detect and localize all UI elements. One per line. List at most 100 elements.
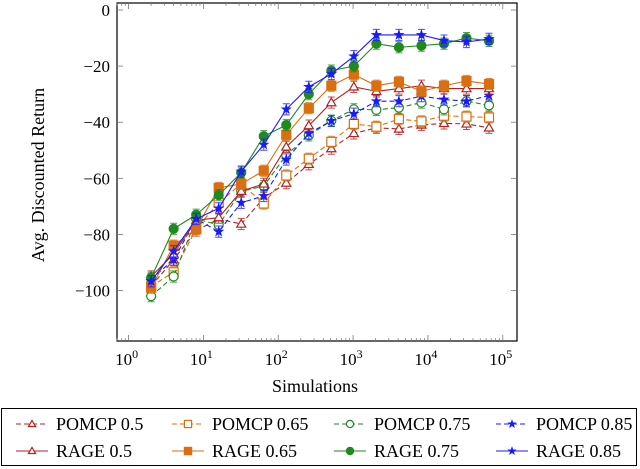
x-tick-base: 10	[414, 350, 431, 369]
data-point	[325, 114, 337, 126]
data-point	[303, 127, 315, 139]
x-tick-base: 10	[265, 350, 282, 369]
data-point	[438, 117, 450, 128]
data-point	[438, 93, 450, 105]
y-tick-label: 0	[102, 1, 111, 20]
y-axis-label: Avg. Discounted Return	[28, 88, 48, 262]
legend-swatch	[172, 419, 204, 429]
data-point	[416, 86, 427, 97]
data-point	[460, 36, 473, 47]
legend-label: RAGE 0.65	[212, 440, 297, 461]
data-point	[213, 202, 225, 214]
x-tick-label: 104	[414, 347, 437, 369]
legend-swatch	[496, 419, 528, 428]
legend-swatch	[16, 446, 48, 455]
data-point	[326, 136, 337, 147]
data-point	[438, 34, 450, 46]
legend-label: POMCP 0.85	[536, 413, 633, 434]
legend-label: RAGE 0.5	[56, 440, 132, 461]
data-point	[303, 153, 314, 164]
data-point	[168, 271, 179, 282]
x-tick-base: 10	[190, 350, 207, 369]
legend-marker	[345, 419, 355, 429]
data-point	[438, 80, 450, 91]
series-line	[150, 73, 490, 288]
legend-marker	[507, 446, 517, 455]
data-point	[168, 223, 179, 234]
data-point	[483, 122, 495, 132]
series-line	[150, 100, 490, 297]
series-line	[150, 122, 490, 287]
legend-item: POMCP 0.5	[14, 412, 143, 436]
data-point	[280, 141, 292, 151]
x-tick-base: 10	[340, 350, 357, 369]
data-point	[190, 213, 202, 224]
data-point	[483, 32, 495, 44]
data-point	[258, 138, 270, 150]
x-tick-exponent: 1	[207, 347, 213, 361]
data-point	[371, 121, 382, 132]
series-line	[150, 95, 490, 280]
legend-label: POMCP 0.75	[374, 413, 471, 434]
data-point	[393, 95, 405, 106]
x-tick-base: 10	[115, 350, 132, 369]
data-point	[168, 245, 180, 257]
data-point	[393, 76, 405, 87]
data-point	[281, 170, 292, 181]
legend-marker	[345, 446, 355, 456]
data-point	[370, 95, 383, 106]
data-point	[348, 81, 360, 91]
data-point	[258, 190, 270, 201]
x-tick-base: 10	[489, 350, 506, 369]
legend-label: RAGE 0.75	[374, 440, 459, 461]
legend-marker	[27, 446, 37, 455]
legend-swatch	[172, 446, 204, 456]
x-tick-label: 101	[190, 347, 213, 369]
data-point	[236, 178, 247, 190]
data-point	[280, 103, 292, 115]
legend-marker	[507, 419, 517, 428]
data-point	[461, 75, 472, 87]
data-point	[438, 104, 450, 115]
x-tick-label: 105	[489, 347, 512, 369]
legend-item: POMCP 0.75	[332, 412, 470, 436]
legend-label: POMCP 0.5	[56, 413, 144, 434]
x-tick-label: 102	[265, 347, 288, 369]
data-point	[370, 29, 383, 40]
legend-marker	[27, 419, 37, 428]
data-point	[416, 40, 427, 51]
legend-item: RAGE 0.65	[170, 439, 297, 463]
series-rage-0-65	[146, 68, 495, 294]
data-point	[460, 95, 473, 106]
data-point	[235, 218, 247, 228]
series-pomcp-0-5	[145, 117, 495, 293]
legend-item: POMCP 0.65	[170, 412, 308, 436]
data-point	[393, 29, 405, 40]
x-tick-exponent: 2	[282, 347, 288, 361]
y-tick-label: −100	[75, 282, 110, 301]
data-point	[483, 100, 495, 111]
legend-swatch	[334, 419, 366, 429]
legend-item: POMCP 0.85	[494, 412, 632, 436]
series-line	[150, 85, 490, 277]
data-point	[325, 68, 337, 79]
data-point	[348, 118, 359, 129]
data-point	[213, 190, 224, 201]
y-tick-label: −40	[83, 113, 110, 132]
legend-item: RAGE 0.75	[332, 439, 459, 463]
data-point	[348, 107, 360, 119]
series-line	[150, 115, 490, 287]
data-point	[348, 61, 359, 72]
y-tick-label: −20	[83, 57, 110, 76]
data-point	[213, 225, 225, 237]
series-rage-0-75	[146, 31, 495, 284]
x-tick-exponent: 5	[506, 347, 512, 361]
data-point	[326, 80, 337, 91]
data-point	[371, 80, 382, 91]
series-pomcp-0-65	[146, 109, 495, 293]
legend-label: RAGE 0.85	[536, 440, 621, 461]
legend-label: POMCP 0.65	[212, 413, 309, 434]
data-point	[281, 119, 292, 131]
